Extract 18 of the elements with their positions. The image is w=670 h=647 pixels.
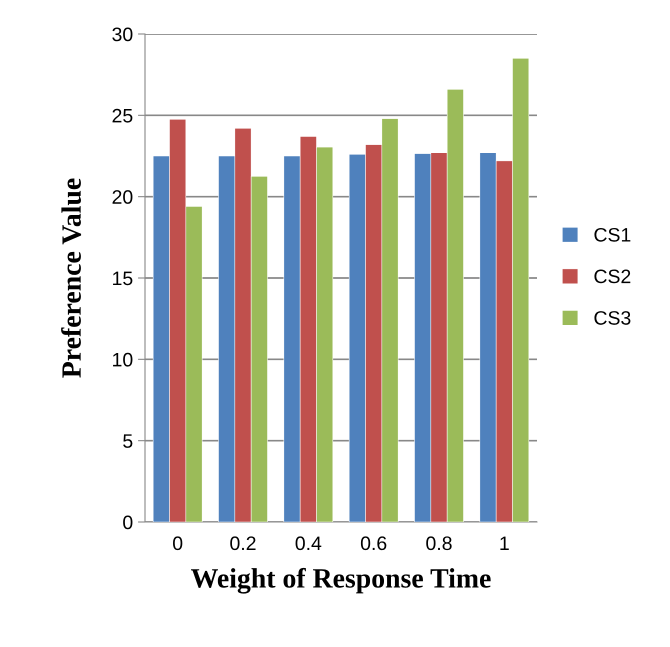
x-tick-label: 0.8 (426, 536, 452, 550)
legend-label: CS2 (594, 270, 630, 284)
x-tick-label: 0.6 (360, 536, 386, 550)
x-axis-title: Weight of Response Time (191, 568, 491, 594)
y-tick-label: 25 (112, 108, 132, 123)
y-tick-label: 0 (123, 515, 132, 530)
x-tick-label: 0 (173, 536, 182, 550)
y-tick-label: 20 (112, 190, 132, 204)
legend-label: CS1 (594, 228, 630, 242)
x-tick-label: 0.4 (296, 536, 322, 550)
y-axis-title: Preference Value (61, 178, 82, 378)
y-tick-label: 15 (113, 272, 132, 286)
y-tick-label: 5 (123, 434, 132, 448)
x-tick-label: 0.2 (230, 536, 256, 550)
legend-label: CS3 (594, 311, 630, 325)
y-tick-label: 30 (112, 27, 132, 42)
x-tick-label: 1 (500, 536, 509, 550)
y-tick-label: 10 (113, 352, 132, 367)
